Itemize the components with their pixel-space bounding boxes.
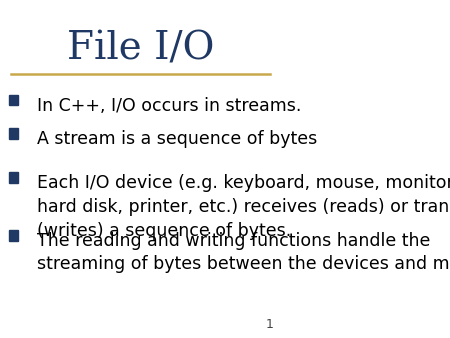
Text: Each I/O device (e.g. keyboard, mouse, monitor,
hard disk, printer, etc.) receiv: Each I/O device (e.g. keyboard, mouse, m… xyxy=(36,174,450,240)
Text: A stream is a sequence of bytes: A stream is a sequence of bytes xyxy=(36,130,317,148)
FancyBboxPatch shape xyxy=(9,95,18,105)
FancyBboxPatch shape xyxy=(9,230,18,241)
Text: File I/O: File I/O xyxy=(67,30,215,67)
FancyBboxPatch shape xyxy=(9,172,18,183)
FancyBboxPatch shape xyxy=(9,128,18,139)
Text: In C++, I/O occurs in streams.: In C++, I/O occurs in streams. xyxy=(36,97,301,115)
Text: The reading and writing functions handle the
streaming of bytes between the devi: The reading and writing functions handle… xyxy=(36,232,450,273)
Text: 1: 1 xyxy=(266,318,273,331)
